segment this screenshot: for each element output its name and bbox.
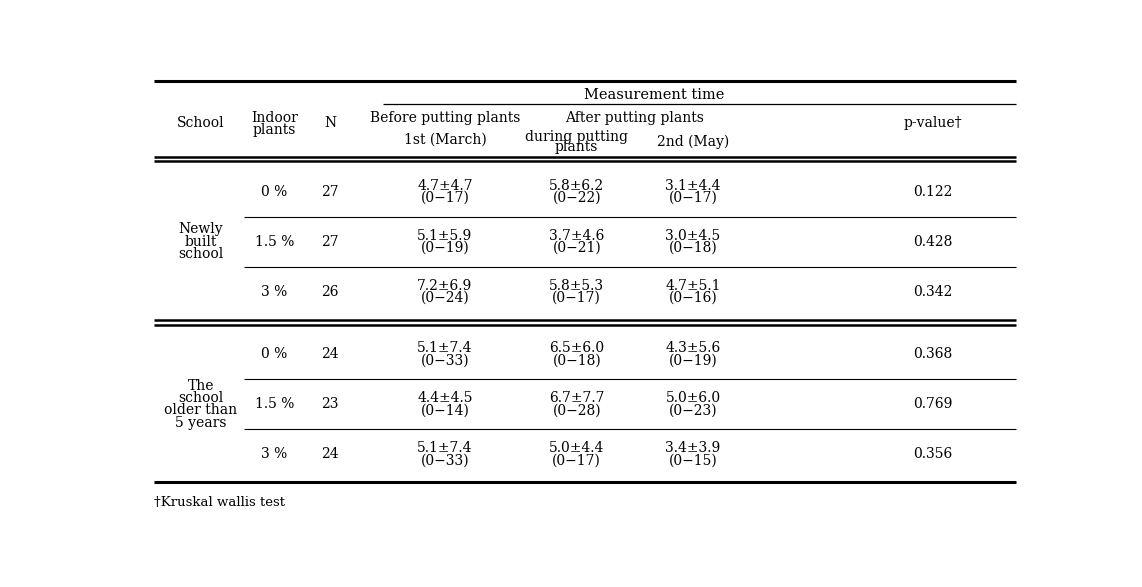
Text: 3.4±3.9: 3.4±3.9 [666,441,721,455]
Text: 0.122: 0.122 [914,185,952,199]
Text: 1.5 %: 1.5 % [255,397,295,411]
Text: (0−28): (0−28) [553,403,601,417]
Text: (0−22): (0−22) [553,191,601,205]
Text: 2nd (May): 2nd (May) [657,135,729,149]
Text: p-value†: p-value† [904,116,963,130]
Text: Measurement time: Measurement time [584,88,724,102]
Text: 5.8±6.2: 5.8±6.2 [549,178,604,193]
Text: 6.7±7.7: 6.7±7.7 [549,391,604,405]
Text: 27: 27 [322,185,339,199]
Text: 5 years: 5 years [175,416,226,430]
Text: 7.2±6.9: 7.2±6.9 [417,279,473,293]
Text: (0−19): (0−19) [668,353,717,367]
Text: 1st (March): 1st (March) [403,133,486,147]
Text: 3 %: 3 % [262,447,288,461]
Text: Indoor: Indoor [251,111,298,125]
Text: (0−16): (0−16) [668,291,717,305]
Text: school: school [178,247,224,261]
Text: The: The [187,379,215,393]
Text: (0−19): (0−19) [420,241,469,255]
Text: (0−18): (0−18) [668,241,717,255]
Text: (0−17): (0−17) [668,191,717,205]
Text: 0.769: 0.769 [914,397,952,411]
Text: during putting: during putting [525,130,628,144]
Text: 27: 27 [322,235,339,249]
Text: 26: 26 [322,285,339,299]
Text: 5.8±5.3: 5.8±5.3 [549,279,604,293]
Text: N: N [324,116,337,130]
Text: (0−18): (0−18) [553,353,601,367]
Text: 23: 23 [322,397,339,411]
Text: 0.428: 0.428 [914,235,952,249]
Text: older than: older than [164,403,238,417]
Text: 1.5 %: 1.5 % [255,235,295,249]
Text: 0.356: 0.356 [914,447,952,461]
Text: 4.7±5.1: 4.7±5.1 [666,279,721,293]
Text: (0−24): (0−24) [420,291,469,305]
Text: (0−33): (0−33) [420,453,469,467]
Text: (0−15): (0−15) [668,453,717,467]
Text: 5.0±6.0: 5.0±6.0 [666,391,721,405]
Text: 3.0±4.5: 3.0±4.5 [666,228,721,242]
Text: Before putting plants: Before putting plants [370,111,521,125]
Text: 4.3±5.6: 4.3±5.6 [666,341,721,355]
Text: (0−23): (0−23) [669,403,717,417]
Text: 6.5±6.0: 6.5±6.0 [549,341,604,355]
Text: 3.7±4.6: 3.7±4.6 [549,228,604,242]
Text: 3 %: 3 % [262,285,288,299]
Text: 5.0±4.4: 5.0±4.4 [549,441,604,455]
Text: (0−17): (0−17) [420,191,469,205]
Text: School: School [177,116,225,130]
Text: 0.342: 0.342 [914,285,952,299]
Text: (0−21): (0−21) [553,241,601,255]
Text: 4.4±4.5: 4.4±4.5 [417,391,473,405]
Text: (0−17): (0−17) [553,453,601,467]
Text: 24: 24 [322,347,339,361]
Text: (0−14): (0−14) [420,403,469,417]
Text: 5.1±7.4: 5.1±7.4 [417,441,473,455]
Text: †Kruskal wallis test: †Kruskal wallis test [154,496,286,510]
Text: (0−33): (0−33) [420,353,469,367]
Text: 5.1±7.4: 5.1±7.4 [417,341,473,355]
Text: 24: 24 [322,447,339,461]
Text: 0.368: 0.368 [914,347,952,361]
Text: 4.7±4.7: 4.7±4.7 [417,178,473,193]
Text: plants: plants [252,123,296,137]
Text: After putting plants: After putting plants [565,111,705,125]
Text: school: school [178,391,224,405]
Text: 5.1±5.9: 5.1±5.9 [417,228,473,242]
Text: (0−17): (0−17) [553,291,601,305]
Text: 3.1±4.4: 3.1±4.4 [666,178,721,193]
Text: 0 %: 0 % [262,185,288,199]
Text: 0 %: 0 % [262,347,288,361]
Text: built: built [185,235,217,249]
Text: Newly: Newly [178,222,223,237]
Text: plants: plants [555,140,598,154]
